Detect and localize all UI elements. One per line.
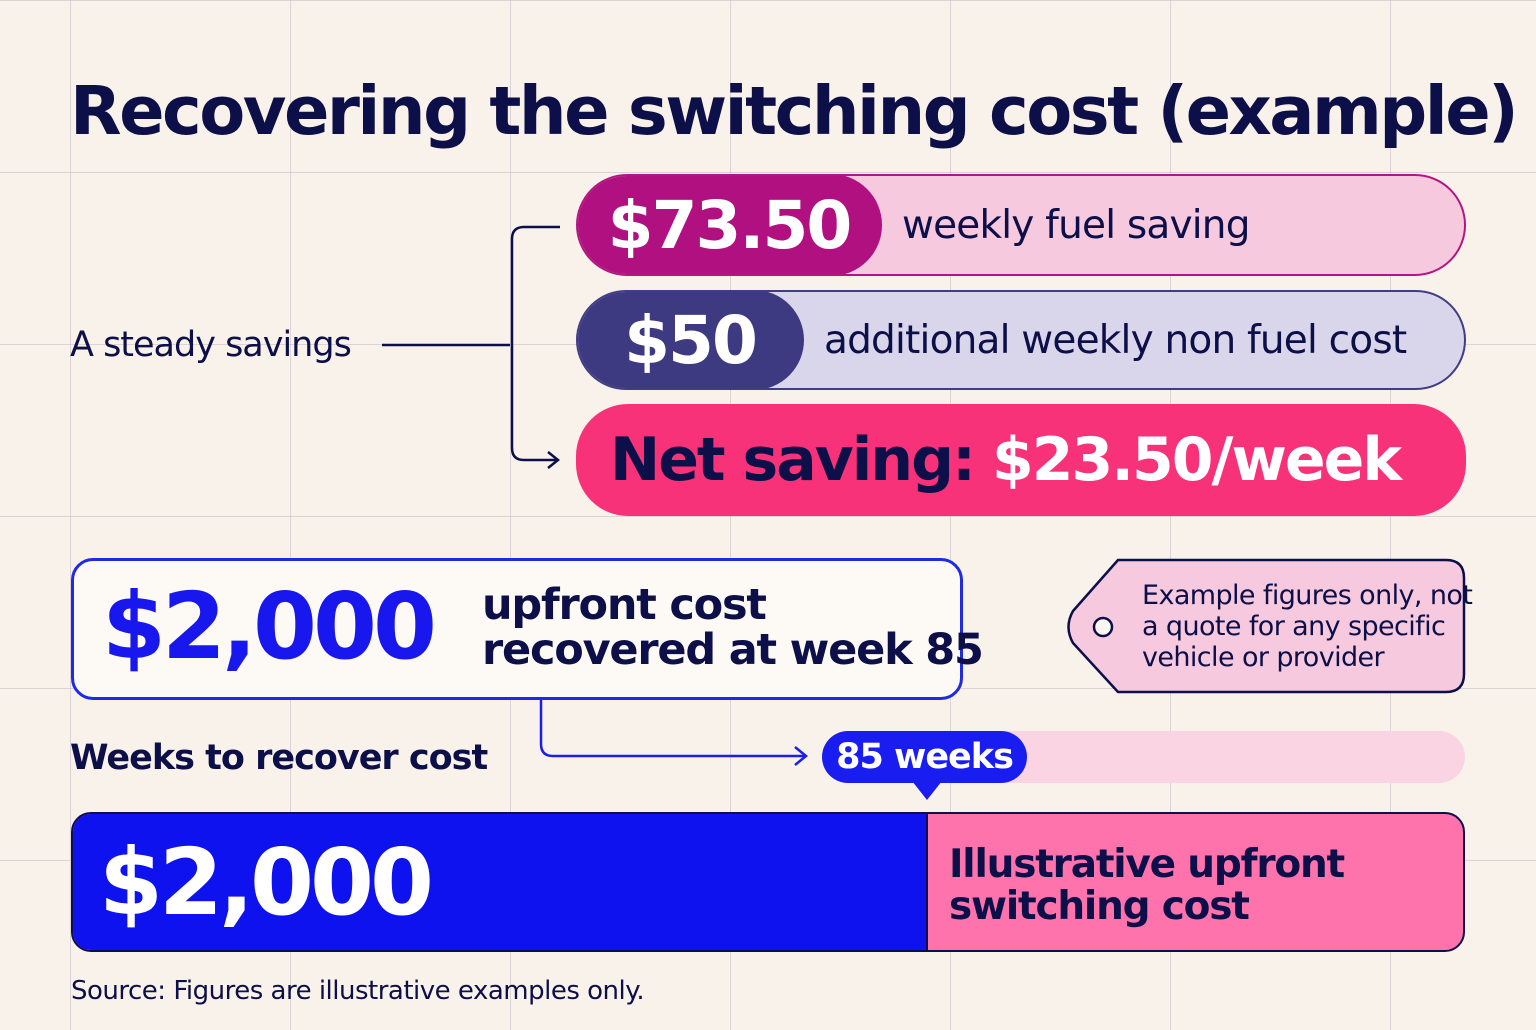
upfront-cost-line1: upfront cost	[482, 580, 767, 630]
fuel-saving-amount: $73.50	[578, 176, 882, 274]
fuel-saving-row: $73.50 weekly fuel saving	[576, 174, 1466, 276]
switching-cost-bar: $2,000 Illustrative upfront switching co…	[71, 812, 1465, 952]
source-note: Source: Figures are illustrative example…	[71, 976, 645, 1006]
switching-cost-description: Illustrative upfront switching cost	[949, 842, 1345, 929]
weeks-badge-pointer	[912, 781, 942, 800]
net-saving-prefix: Net saving:	[610, 425, 976, 495]
switching-cost-line2: switching cost	[949, 884, 1250, 929]
switching-cost-amount: $2,000	[99, 828, 434, 936]
net-saving-value: $23.50/week	[992, 425, 1402, 495]
fuel-saving-label: weekly fuel saving	[902, 202, 1250, 248]
upfront-cost-amount: $2,000	[102, 573, 437, 680]
savings-bracket	[510, 225, 560, 462]
weeks-arrowhead	[794, 746, 808, 766]
net-saving-text: Net saving: $23.50/week	[610, 404, 1402, 516]
savings-group-label: A steady savings	[70, 325, 352, 365]
note-line2: a quote for any specific	[1142, 611, 1446, 642]
page-title: Recovering the switching cost (example)	[70, 72, 1519, 150]
weeks-badge: 85 weeks	[822, 731, 1027, 783]
switching-cost-fill	[73, 814, 929, 950]
net-arrowhead	[547, 451, 561, 469]
non-fuel-cost-row: $50 additional weekly non fuel cost	[576, 290, 1466, 390]
switching-cost-line1: Illustrative upfront	[949, 842, 1345, 887]
upfront-cost-description: upfront cost recovered at week 85	[482, 580, 984, 675]
non-fuel-cost-amount: $50	[578, 292, 804, 388]
note-tag-shape	[1067, 558, 1466, 694]
note-line1: Example figures only, not	[1142, 580, 1473, 611]
tag-hole-icon	[1092, 616, 1114, 638]
weeks-to-recover-label: Weeks to recover cost	[70, 738, 488, 778]
disclaimer-note: Example figures only, not a quote for an…	[1142, 580, 1473, 673]
upfront-cost-card: $2,000 upfront cost recovered at week 85	[71, 558, 984, 700]
upfront-to-weeks-connector	[539, 700, 804, 758]
net-saving-row: Net saving: $23.50/week	[576, 404, 1466, 516]
note-line3: vehicle or provider	[1142, 642, 1385, 673]
upfront-cost-line2: recovered at week 85	[482, 625, 984, 675]
non-fuel-cost-label: additional weekly non fuel cost	[824, 317, 1407, 363]
